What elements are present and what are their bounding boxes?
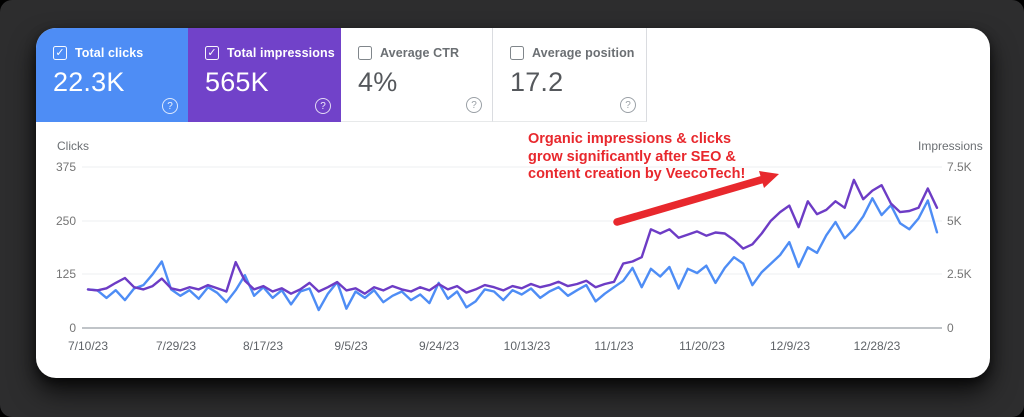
left-axis-title: Clicks (57, 139, 89, 153)
annotation-line: Organic impressions & clicks (528, 131, 732, 147)
chart-area: Clicks Impressions 375 250 125 0 7.5K 5K… (36, 122, 990, 378)
y-axis-tick-label: 2.5K (947, 267, 972, 281)
x-axis-tick-label: 11/1/23 (594, 339, 634, 353)
x-axis-tick-label: 12/9/23 (769, 339, 811, 353)
right-axis-title: Impressions (918, 139, 983, 153)
growth-annotation: Organic impressions & clicks grow signif… (528, 131, 745, 184)
y-axis-tick-label: 5K (947, 214, 962, 228)
series-line-impressions (86, 178, 939, 295)
series-group (86, 178, 939, 312)
checkbox-unchecked-icon[interactable]: ✓ (358, 46, 372, 60)
search-console-performance-panel: ✓ Total clicks 22.3K ? ✓ Total impressio… (36, 28, 990, 378)
y-axis-tick-label: 375 (55, 160, 76, 174)
card-value: 22.3K (53, 67, 125, 97)
y-axis-tick-label: 250 (55, 214, 76, 228)
card-value: 17.2 (510, 67, 564, 97)
x-axis-tick-label: 9/24/23 (418, 339, 460, 353)
x-axis-tick-label: 10/13/23 (503, 339, 551, 353)
y-axis-tick-label: 125 (55, 267, 76, 281)
annotation-line: content creation by VeecoTech! (528, 166, 746, 182)
x-axis-tick-label: 12/28/23 (853, 339, 901, 353)
check-icon: ✓ (55, 46, 65, 59)
metric-card-total-clicks[interactable]: ✓ Total clicks 22.3K ? (36, 28, 188, 122)
check-icon: ✓ (207, 46, 217, 59)
card-value: 565K (205, 67, 269, 97)
chart-svg (82, 166, 942, 329)
help-icon[interactable]: ? (466, 97, 482, 113)
x-axis-tick-label: 7/29/23 (155, 339, 197, 353)
series-line-clicks (86, 197, 939, 312)
x-axis-tick-label: 9/5/23 (334, 339, 368, 353)
y-axis-tick-label: 0 (69, 321, 76, 335)
card-value: 4% (358, 67, 398, 97)
x-axis-tick-label: 8/17/23 (242, 339, 284, 353)
help-icon[interactable]: ? (620, 97, 636, 113)
card-label: Average position (532, 46, 635, 60)
annotation-line: grow significantly after SEO & (528, 148, 736, 165)
metric-card-total-impressions[interactable]: ✓ Total impressions 565K ? (188, 28, 341, 122)
checkbox-unchecked-icon[interactable]: ✓ (510, 46, 524, 60)
metric-cards-row: ✓ Total clicks 22.3K ? ✓ Total impressio… (36, 28, 647, 122)
help-icon[interactable]: ? (162, 98, 178, 114)
checkbox-checked-icon[interactable]: ✓ (205, 46, 219, 60)
card-label: Average CTR (380, 46, 460, 60)
growth-arrow (613, 171, 779, 226)
x-axis-tick-label: 7/10/23 (67, 339, 109, 353)
metric-card-average-position[interactable]: ✓ Average position 17.2 ? (493, 28, 647, 122)
x-axis-tick-label: 11/20/23 (679, 339, 725, 353)
card-label: Total impressions (227, 46, 335, 60)
help-icon[interactable]: ? (315, 98, 331, 114)
card-label: Total clicks (75, 46, 144, 60)
y-axis-tick-label: 7.5K (947, 160, 972, 174)
checkbox-checked-icon[interactable]: ✓ (53, 46, 67, 60)
metric-card-average-ctr[interactable]: ✓ Average CTR 4% ? (341, 28, 493, 122)
y-axis-tick-label: 0 (947, 321, 954, 335)
